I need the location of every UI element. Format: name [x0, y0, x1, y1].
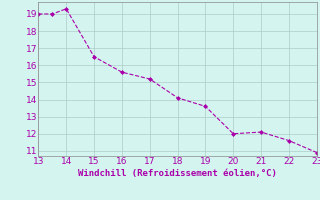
- X-axis label: Windchill (Refroidissement éolien,°C): Windchill (Refroidissement éolien,°C): [78, 169, 277, 178]
